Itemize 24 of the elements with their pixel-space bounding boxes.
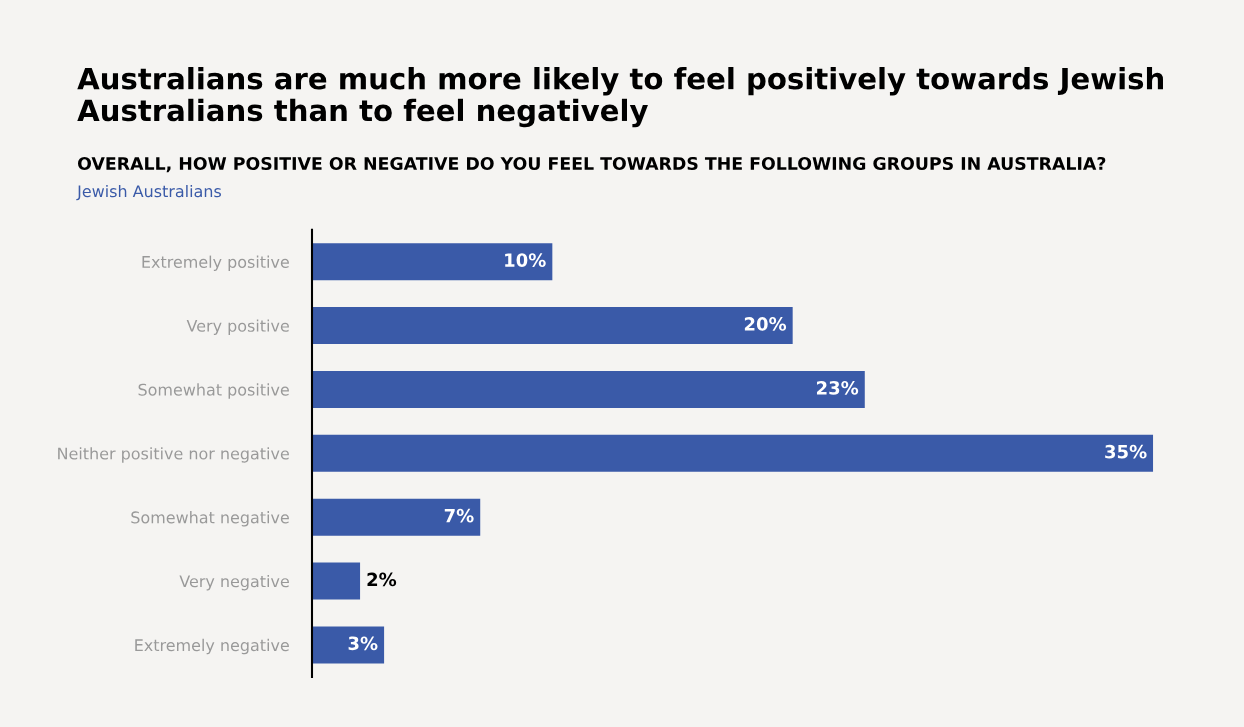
y-tick-label: Extremely positive <box>142 255 289 272</box>
bar <box>312 434 1154 472</box>
data-label: 35% <box>1105 444 1147 459</box>
y-tick-label: Somewhat positive <box>138 383 289 399</box>
chart-subtitle: OVERALL, HOW POSITIVE OR NEGATIVE DO YOU FEEL TOWARDS THE FOLLOWING GROUPS IN AUSTRALIA? <box>77 156 1106 173</box>
y-tick-label: Very negative <box>179 574 289 591</box>
y-tick-label: Somewhat negative <box>131 511 289 527</box>
data-label: 3% <box>348 636 378 651</box>
chart-title: Australians are much more likely to feel positively towards Jewish Australians than to feel negatively <box>77 66 1163 128</box>
bar <box>312 370 865 408</box>
bar <box>312 562 361 600</box>
bar <box>312 307 793 345</box>
y-tick-label: Neither positive nor negative <box>58 447 289 463</box>
data-label: 10% <box>505 253 546 267</box>
data-label: 7% <box>444 508 474 523</box>
data-label: 23% <box>816 380 859 395</box>
y-tick-label: Very positive <box>186 319 289 335</box>
bar <box>312 626 385 664</box>
data-label: 2% <box>367 572 397 587</box>
data-label: 20% <box>744 317 787 331</box>
bar <box>312 243 553 281</box>
bar <box>312 498 481 536</box>
y-tick-label: Extremely negative <box>135 638 289 655</box>
text: Jewish Australians <box>76 184 221 201</box>
